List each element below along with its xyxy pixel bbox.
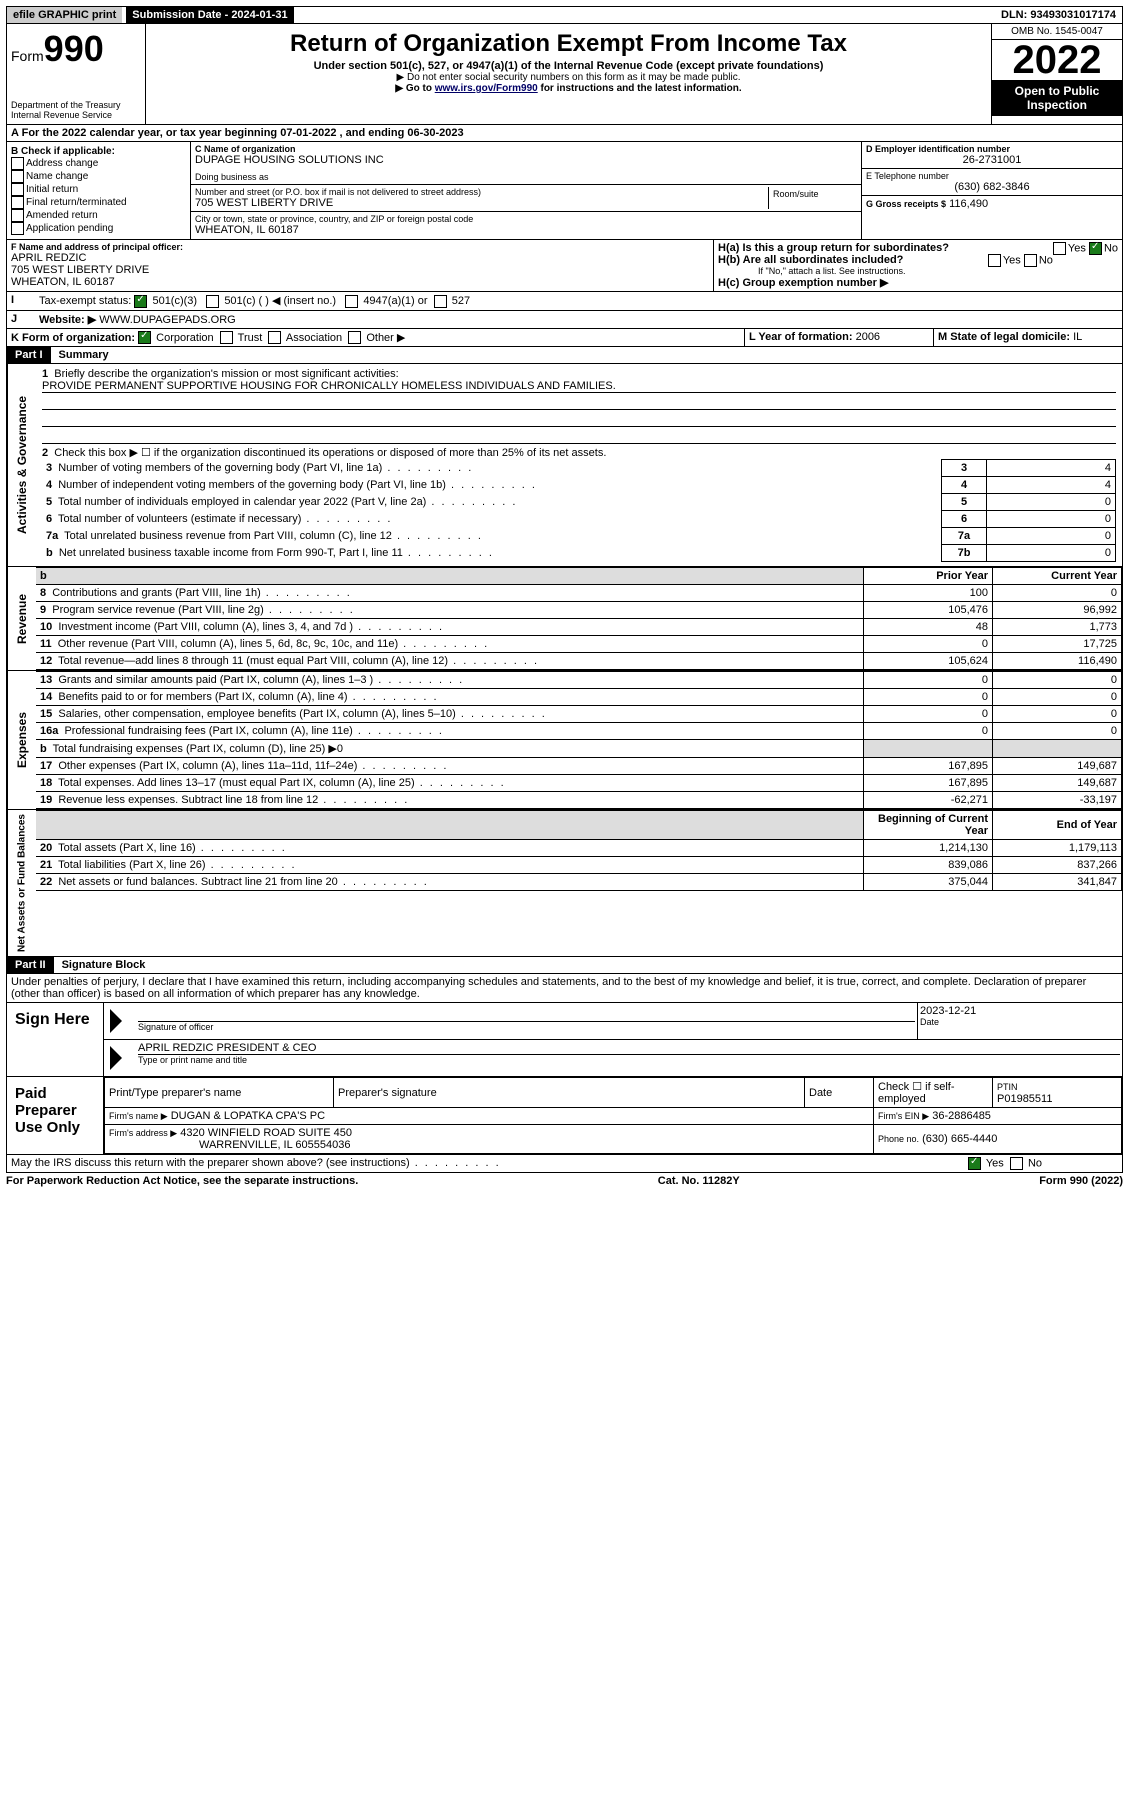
box-g-label: G Gross receipts $	[866, 199, 946, 209]
goto-post: for instructions and the latest informat…	[538, 83, 742, 94]
form-number: 990	[44, 28, 104, 69]
part1-title: Summary	[51, 347, 117, 363]
vlabel-ag: Activities & Governance	[7, 364, 36, 566]
mission-label: Briefly describe the organization's miss…	[54, 368, 398, 380]
website-label: Website: ▶	[39, 314, 96, 326]
tax-exempt-row: Tax-exempt status: 501(c)(3) 501(c) ( ) …	[35, 292, 1122, 310]
top-bar: efile GRAPHIC print Submission Date - 20…	[6, 6, 1123, 24]
part2-header: Part II	[7, 957, 54, 973]
sign-date: 2023-12-21	[920, 1005, 1120, 1017]
goto-pre: ▶ Go to	[395, 83, 434, 94]
website-value: WWW.DUPAGEPADS.ORG	[99, 314, 236, 326]
firm-ein: 36-2886485	[932, 1110, 991, 1122]
paid-preparer-block: Paid Preparer Use Only Print/Type prepar…	[6, 1077, 1123, 1155]
ag-table: 3 Number of voting members of the govern…	[42, 459, 1116, 562]
city-label: City or town, state or province, country…	[195, 214, 857, 224]
arrow-icon	[110, 1046, 122, 1070]
irs-label: Internal Revenue Service	[11, 110, 141, 120]
firm-phone: (630) 665-4440	[922, 1133, 997, 1145]
net-table: Beginning of Current Year End of Year 20…	[36, 810, 1122, 891]
arrow-icon	[110, 1009, 122, 1033]
page-footer: For Paperwork Reduction Act Notice, see …	[6, 1173, 1123, 1189]
officer-sig-name: APRIL REDZIC PRESIDENT & CEO	[138, 1042, 1120, 1055]
line-a: A For the 2022 calendar year, or tax yea…	[7, 125, 1122, 141]
vlabel-exp: Expenses	[7, 671, 36, 809]
part2-title: Signature Block	[54, 957, 154, 973]
submission-date-btn[interactable]: Submission Date - 2024-01-31	[126, 7, 293, 23]
form-title: Return of Organization Exempt From Incom…	[150, 30, 987, 58]
street-label: Number and street (or P.O. box if mail i…	[195, 187, 768, 197]
discuss-text: May the IRS discuss this return with the…	[11, 1157, 410, 1169]
firm-addr1: 4320 WINFIELD ROAD SUITE 450	[180, 1127, 352, 1139]
dln: DLN: 93493031017174	[995, 7, 1122, 23]
sign-here-block: Sign Here Signature of officer 2023-12-2…	[6, 1003, 1123, 1077]
room-suite-label: Room/suite	[768, 187, 857, 209]
officer-city: WHEATON, IL 60187	[11, 276, 709, 288]
box-c-label: C Name of organization	[195, 144, 857, 154]
firm-name: DUGAN & LOPATKA CPA'S PC	[171, 1110, 325, 1122]
line2-text: Check this box ▶ ☐ if the organization d…	[54, 447, 606, 459]
phone: (630) 682-3846	[866, 181, 1118, 193]
box-b: B Check if applicable: Address change Na…	[7, 142, 191, 239]
street: 705 WEST LIBERTY DRIVE	[195, 197, 768, 209]
year-formation: 2006	[856, 331, 880, 343]
dept-label: Department of the Treasury	[11, 100, 141, 110]
h-b-label: H(b) Are all subordinates included?	[718, 254, 903, 266]
ptin: P01985511	[997, 1093, 1052, 1105]
officer-name: APRIL REDZIC	[11, 252, 709, 264]
tax-year: 2022	[992, 40, 1122, 80]
irs-link[interactable]: www.irs.gov/Form990	[435, 83, 538, 94]
gross-receipts: 116,490	[949, 198, 988, 210]
ein: 26-2731001	[866, 154, 1118, 166]
dba-label: Doing business as	[195, 172, 857, 182]
note-ssn: ▶ Do not enter social security numbers o…	[150, 72, 987, 83]
form-subtitle: Under section 501(c), 527, or 4947(a)(1)…	[150, 60, 987, 72]
form-word: Form	[11, 48, 44, 64]
officer-street: 705 WEST LIBERTY DRIVE	[11, 264, 709, 276]
revenue-table: b Prior Year Current Year 8 Contribution…	[36, 567, 1122, 670]
h-c-label: H(c) Group exemption number ▶	[718, 276, 1118, 289]
firm-addr2: WARRENVILLE, IL 605554036	[199, 1139, 350, 1151]
vlabel-net: Net Assets or Fund Balances	[7, 810, 36, 956]
open-public-badge: Open to Public Inspection	[992, 80, 1122, 116]
mission-text: PROVIDE PERMANENT SUPPORTIVE HOUSING FOR…	[42, 380, 1116, 393]
part1-header: Part I	[7, 347, 51, 363]
box-e-label: E Telephone number	[866, 171, 1118, 181]
efile-btn[interactable]: efile GRAPHIC print	[7, 7, 122, 23]
h-b-note: If "No," attach a list. See instructions…	[718, 266, 1118, 276]
vlabel-rev: Revenue	[7, 567, 36, 670]
form-header: Form990 Department of the Treasury Inter…	[6, 24, 1123, 125]
city: WHEATON, IL 60187	[195, 224, 857, 236]
penalties-text: Under penalties of perjury, I declare th…	[7, 974, 1122, 1002]
expenses-table: 13 Grants and similar amounts paid (Part…	[36, 671, 1122, 809]
box-d-label: D Employer identification number	[866, 144, 1118, 154]
state-domicile: IL	[1073, 331, 1082, 343]
h-a-label: H(a) Is this a group return for subordin…	[718, 242, 949, 254]
org-name: DUPAGE HOUSING SOLUTIONS INC	[195, 154, 857, 166]
box-f-label: F Name and address of principal officer:	[11, 242, 709, 252]
box-k: K Form of organization: Corporation Trus…	[7, 329, 745, 347]
